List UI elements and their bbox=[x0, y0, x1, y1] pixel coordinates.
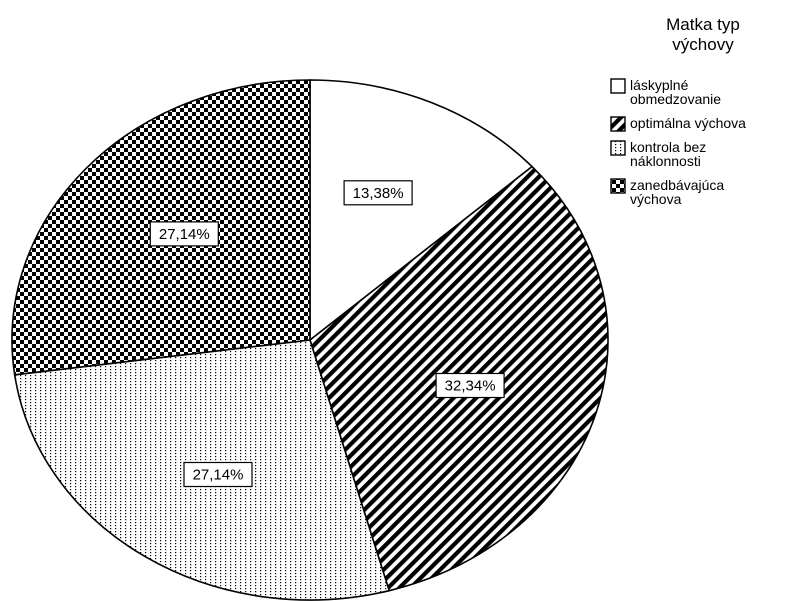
data-label-box bbox=[183, 461, 253, 488]
legend-entry-label: zanedbávajúca bbox=[630, 177, 724, 193]
legend-swatch bbox=[610, 178, 626, 194]
legend-swatch bbox=[610, 140, 626, 156]
legend-title: Matka typ bbox=[666, 15, 740, 34]
data-label: 27,14% bbox=[193, 467, 244, 484]
slice-labels: 13,38% 32,34% 27,14% 27,14% bbox=[149, 180, 505, 488]
legend-swatch bbox=[610, 116, 626, 132]
legend-swatch bbox=[610, 78, 626, 94]
legend-entry-label: kontrola bez bbox=[630, 139, 706, 155]
data-label-box bbox=[343, 180, 413, 206]
pie-slices bbox=[11, 79, 609, 601]
legend-entry-label: obmedzovanie bbox=[630, 91, 721, 107]
legend-entry-label: láskyplné bbox=[630, 77, 689, 93]
legend-entry-label: výchova bbox=[630, 191, 682, 207]
legend-entry-label: optimálna výchova bbox=[630, 115, 746, 131]
data-label: 13,38% bbox=[353, 185, 404, 202]
legend-title: výchovy bbox=[672, 35, 734, 54]
data-label: 27,14% bbox=[159, 226, 210, 243]
data-label-box bbox=[149, 221, 219, 247]
pie-slice bbox=[309, 79, 534, 342]
data-label-box bbox=[435, 372, 505, 399]
data-label: 32,34% bbox=[445, 378, 496, 395]
legend-entry-label: náklonnosti bbox=[630, 153, 701, 169]
